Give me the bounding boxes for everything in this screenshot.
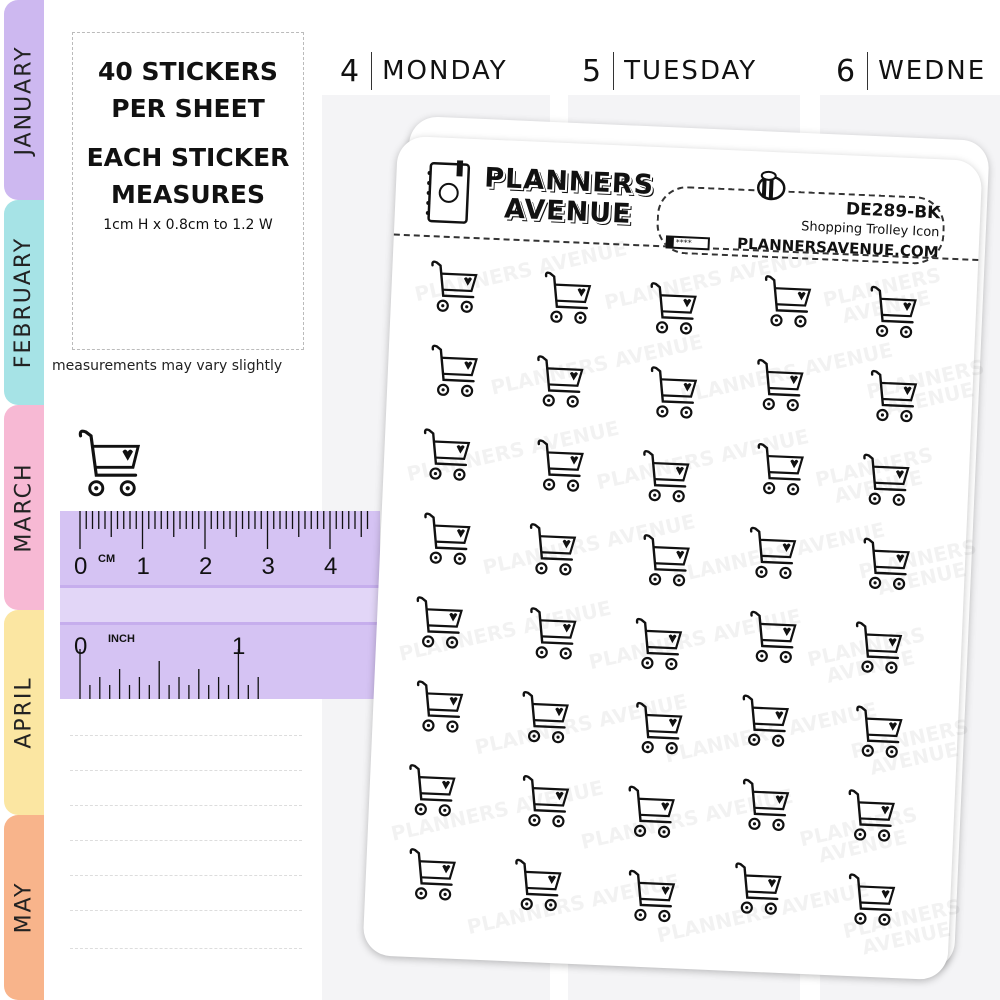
trolley-sticker[interactable] (861, 536, 915, 596)
ruler-ticks (79, 511, 369, 699)
day-number: 6 (836, 53, 858, 89)
trolley-sticker[interactable] (421, 427, 475, 487)
sticker-sheet: PLANNERS AVENUE DE289-BK Shopping Trolle… (362, 135, 986, 981)
ruler-cm-label: 2 (199, 553, 213, 580)
trolley-sticker[interactable] (860, 452, 914, 512)
trolley-sticker[interactable] (527, 606, 581, 666)
info-count-line2: PER SHEET (111, 94, 265, 123)
planner-book-icon (425, 160, 471, 224)
trolley-sticker[interactable] (527, 522, 581, 582)
trolley-sticker[interactable] (853, 620, 907, 680)
trolley-sticker[interactable] (641, 533, 695, 593)
product-code: DE289-BK (845, 199, 941, 224)
day-header-tuesday: 5 TUESDAY (582, 52, 757, 90)
trolley-sticker[interactable] (626, 868, 680, 928)
tab-label: MARCH (11, 462, 37, 553)
trolley-sticker[interactable] (429, 343, 483, 403)
day-name: MONDAY (382, 56, 508, 86)
day-name: TUESDAY (624, 56, 758, 86)
trolley-sticker[interactable] (740, 693, 794, 753)
measurement-note: measurements may vary slightly (52, 358, 283, 374)
day-header-monday: 4 MONDAY (340, 52, 508, 90)
trolley-sticker[interactable] (868, 284, 922, 344)
trolley-sticker[interactable] (414, 679, 468, 739)
trolley-sticker[interactable] (407, 847, 461, 907)
trolley-sticker[interactable] (846, 872, 900, 932)
trolley-sticker[interactable] (626, 784, 680, 844)
trolley-sticker[interactable] (648, 365, 702, 425)
trolley-sticker[interactable] (414, 595, 468, 655)
brand-line2: AVENUE (503, 193, 633, 230)
trolley-sticker[interactable] (846, 788, 900, 848)
ruler: CM INCH 0 1 2 3 4 0 1 (60, 511, 380, 699)
trolley-sticker[interactable] (755, 442, 809, 502)
tab-march[interactable]: MARCH (4, 405, 44, 610)
trolley-sticker[interactable] (534, 354, 588, 414)
info-size-line1: EACH STICKER (86, 143, 290, 172)
tab-january[interactable]: JANUARY (4, 0, 44, 200)
tab-may[interactable]: MAY (4, 815, 44, 1000)
tab-february[interactable]: FEBRUARY (4, 200, 44, 405)
trolley-sticker[interactable] (732, 861, 786, 921)
trolley-sticker[interactable] (512, 857, 566, 917)
ruler-inch-unit: INCH (108, 633, 135, 645)
info-size-line2: MEASURES (111, 180, 265, 209)
trolley-sticker[interactable] (868, 368, 922, 428)
ruler-cm-label: 4 (324, 553, 338, 580)
trolley-sticker[interactable] (754, 357, 808, 417)
tab-april[interactable]: APRIL (4, 610, 44, 815)
day-number: 5 (582, 53, 604, 89)
trolley-sticker[interactable] (747, 609, 801, 669)
brand-logo: PLANNERS AVENUE (482, 162, 655, 230)
ruler-cm-label: 3 (261, 553, 275, 580)
trolley-sticker[interactable] (633, 701, 687, 761)
pencil-icon: **** (665, 235, 711, 251)
ruler-inch-label: 1 (232, 633, 246, 660)
trolley-sticker[interactable] (520, 690, 574, 750)
tab-label: MAY (11, 881, 37, 934)
ruler-inch-label: 0 (74, 633, 88, 660)
day-header-wednesday: 6 WEDNE (836, 52, 986, 90)
ruler-cm-label: 0 (74, 553, 88, 580)
day-name: WEDNE (878, 56, 987, 86)
trolley-sticker[interactable] (762, 274, 816, 334)
trolley-sticker[interactable] (633, 616, 687, 676)
trolley-sticker[interactable] (428, 259, 482, 319)
trolley-sticker[interactable] (535, 438, 589, 498)
tab-label: JANUARY (11, 44, 37, 156)
ruler-cm-label: 1 (136, 553, 150, 580)
trolley-sticker[interactable] (520, 774, 574, 834)
sticker-info-box: 40 STICKERS PER SHEET EACH STICKER MEASU… (72, 32, 304, 350)
trolley-sticker[interactable] (740, 777, 794, 837)
ruler-cm-unit: CM (98, 553, 116, 565)
bee-icon (756, 170, 786, 201)
trolley-sticker[interactable] (406, 763, 460, 823)
trolley-sticker[interactable] (640, 449, 694, 509)
tab-label: APRIL (11, 676, 37, 749)
tab-label: FEBRUARY (11, 236, 37, 369)
trolley-sticker[interactable] (648, 281, 702, 341)
day-number: 4 (340, 53, 362, 89)
sample-trolley-icon (74, 428, 150, 504)
info-dimensions: 1cm H x 0.8cm to 1.2 W (103, 217, 273, 233)
trolley-sticker[interactable] (747, 525, 801, 585)
trolley-sticker[interactable] (853, 704, 907, 764)
trolley-sticker[interactable] (542, 270, 596, 330)
info-count-line1: 40 STICKERS (98, 57, 278, 86)
trolley-sticker[interactable] (421, 511, 475, 571)
